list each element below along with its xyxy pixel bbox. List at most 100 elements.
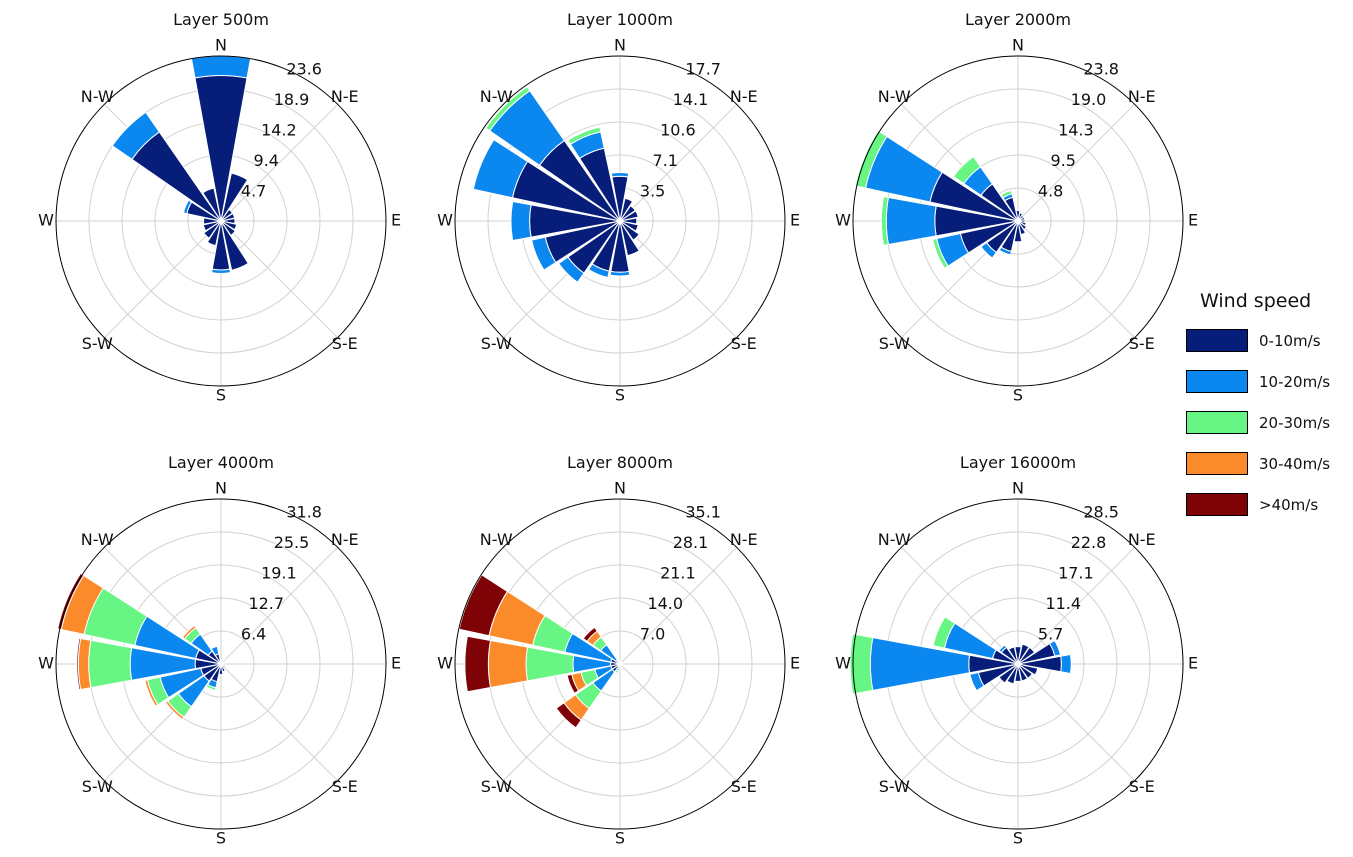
direction-label: N-W [878, 530, 911, 549]
direction-label: N-W [81, 87, 114, 106]
windrose-bar [88, 639, 133, 689]
windrose-bar [458, 574, 509, 637]
direction-label: S-E [731, 777, 757, 796]
radial-tick-label: 14.2 [261, 121, 297, 140]
radial-tick-label: 14.1 [673, 90, 709, 109]
windrose-bar [619, 204, 637, 222]
radial-tick-label: 17.1 [1058, 564, 1094, 583]
direction-label: N-E [1128, 87, 1156, 106]
legend-swatch [1186, 370, 1248, 393]
chart-title: Layer 16000m [960, 453, 1076, 472]
direction-label: N-W [480, 530, 513, 549]
windrose-bar [587, 263, 610, 279]
windrose-bar [1006, 663, 1019, 685]
direction-label: N [215, 36, 227, 55]
chart-title: Layer 500m [173, 10, 269, 29]
direction-label: N-E [331, 87, 359, 106]
windrose-bar [557, 256, 585, 284]
radial-tick-label: 4.8 [1038, 182, 1063, 201]
windrose-bar [1014, 646, 1022, 665]
radial-tick-label: 19.1 [261, 564, 297, 583]
radial-tick-label: 22.8 [1071, 533, 1107, 552]
windrose-panel: N N-E E S-E S S-W W N-W 5.7 11.4 17.1 22.8 28.5 Layer… [835, 453, 1198, 848]
radial-tick-label: 7.0 [640, 625, 665, 644]
windrose-bar [885, 196, 937, 246]
windrose-bar [998, 663, 1019, 684]
radial-tick-label: 19.0 [1071, 90, 1107, 109]
direction-label: N [614, 36, 626, 55]
direction-label: S-W [879, 777, 910, 796]
windrose-bar [854, 130, 888, 189]
chart-title: Layer 4000m [168, 453, 274, 472]
angular-gridline [220, 546, 339, 665]
direction-label: S [216, 386, 226, 405]
direction-label: S [615, 829, 625, 848]
windrose-bar [211, 268, 231, 274]
angular-gridline [103, 220, 222, 339]
angular-gridline [619, 546, 738, 665]
direction-label: N-E [1128, 530, 1156, 549]
windrose-bar [1013, 220, 1023, 243]
angular-gridline [619, 220, 738, 339]
radial-tick-label: 18.9 [274, 90, 310, 109]
windrose-bar [202, 220, 222, 232]
angular-gridline [1017, 220, 1136, 339]
windrose-bar [487, 639, 529, 689]
windrose-bar [998, 644, 1008, 654]
direction-label: E [790, 211, 800, 230]
radial-tick-label: 25.5 [274, 533, 310, 552]
angular-gridline [220, 663, 339, 782]
windrose-bar [57, 572, 85, 631]
direction-label: W [437, 654, 453, 673]
windrose-bar [1017, 643, 1030, 665]
windrose-bar [472, 139, 529, 199]
windrose-bar [880, 195, 889, 247]
direction-label: W [835, 654, 851, 673]
windrose-bar [932, 237, 949, 270]
windrose-bar [952, 155, 982, 185]
legend-label: 10-20m/s [1259, 372, 1331, 391]
direction-label: S [1013, 829, 1023, 848]
direction-label: S-E [1129, 777, 1155, 796]
direction-label: S-W [481, 334, 512, 353]
windrose-bar [203, 220, 222, 239]
legend-item: 20-30m/s [1186, 410, 1346, 435]
direction-label: S [615, 386, 625, 405]
windrose-panel: N N-E E S-E S S-W W N-W 3.5 7.1 10.6 14.1 17.7 Layer … [437, 10, 800, 405]
radial-tick-label: 9.4 [254, 151, 279, 170]
legend-label: 0-10m/s [1259, 331, 1321, 350]
legend-item: 30-40m/s [1186, 451, 1346, 476]
legend-item: >40m/s [1186, 492, 1346, 517]
windrose-bar [619, 217, 638, 225]
windrose-bar [220, 220, 249, 271]
windrose-bar [464, 635, 492, 693]
windrose-bar [1017, 646, 1036, 665]
direction-label: N [1012, 479, 1024, 498]
radial-tick-label: 5.7 [1038, 625, 1063, 644]
direction-label: S-E [1129, 334, 1155, 353]
windrose-bar [76, 637, 82, 691]
radial-tick-label: 31.8 [286, 503, 322, 522]
direction-label: S-W [879, 334, 910, 353]
direction-label: S-E [332, 777, 358, 796]
chart-title: Layer 1000m [567, 10, 673, 29]
radial-tick-label: 17.7 [685, 60, 721, 79]
legend-title: Wind speed [1200, 290, 1312, 312]
windrose-bar [202, 187, 222, 222]
direction-label: E [391, 654, 401, 673]
windrose-bar [618, 661, 621, 665]
direction-label: S-W [481, 777, 512, 796]
windrose-bar [164, 700, 185, 721]
windrose-bar [849, 633, 874, 695]
radial-tick-label: 28.1 [673, 533, 709, 552]
direction-label: S-E [332, 334, 358, 353]
legend-swatch [1186, 411, 1248, 434]
windrose-bar [566, 673, 580, 694]
direction-label: S-W [82, 334, 113, 353]
direction-label: N-E [730, 87, 758, 106]
direction-label: N-E [730, 530, 758, 549]
windrose-panel: N N-E E S-E S S-W W N-W 4.8 9.5 14.3 19.0 23.8 Layer … [835, 10, 1198, 405]
legend-swatch [1186, 452, 1248, 475]
windrose-bar [206, 220, 222, 247]
windrose-bar [1017, 663, 1033, 679]
